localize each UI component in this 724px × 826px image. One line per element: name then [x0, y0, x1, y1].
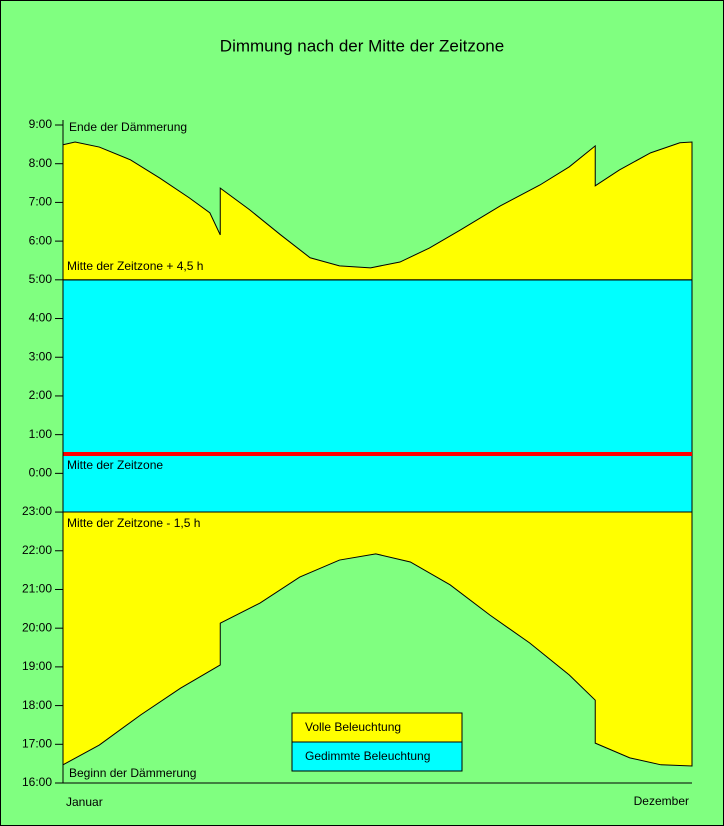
y-tick-label: 0:00 [29, 466, 53, 480]
y-tick-label: 3:00 [29, 349, 53, 363]
y-tick-label: 6:00 [29, 233, 53, 247]
legend-swatch [291, 741, 463, 772]
y-tick-label: 1:00 [29, 427, 53, 441]
y-tick-label: 21:00 [22, 582, 52, 596]
dimmed-band [62, 279, 693, 513]
full-lighting-area [62, 141, 693, 281]
y-tick-label: 18:00 [22, 698, 52, 712]
y-tick-label: 16:00 [22, 775, 52, 789]
y-tick-label: 8:00 [29, 156, 53, 170]
y-tick-label: 5:00 [29, 272, 53, 286]
legend-label: Gedimmte Beleuchtung [305, 749, 430, 763]
y-tick-label: 4:00 [29, 311, 53, 325]
level-label: Mitte der Zeitzone [67, 458, 163, 472]
curve-label: Beginn der Dämmerung [69, 766, 196, 780]
x-axis-label: Januar [66, 795, 103, 809]
y-tick-label: 23:00 [22, 504, 52, 518]
chart-title: Dimmung nach der Mitte der Zeitzone [220, 36, 504, 55]
y-tick-label: 19:00 [22, 659, 52, 673]
curve-label: Ende der Dämmerung [69, 120, 187, 134]
y-tick-label: 2:00 [29, 388, 53, 402]
x-axis-label: Dezember [634, 794, 689, 808]
level-label: Mitte der Zeitzone - 1,5 h [67, 516, 200, 530]
legend-label: Volle Beleuchtung [305, 720, 401, 734]
full-lighting-area [62, 511, 693, 767]
y-tick-label: 17:00 [22, 736, 52, 750]
y-tick-label: 20:00 [22, 620, 52, 634]
legend-swatch [291, 712, 463, 743]
level-label: Mitte der Zeitzone + 4,5 h [67, 259, 203, 273]
y-tick-label: 9:00 [29, 117, 53, 131]
y-tick-label: 7:00 [29, 195, 53, 209]
y-tick-label: 22:00 [22, 543, 52, 557]
